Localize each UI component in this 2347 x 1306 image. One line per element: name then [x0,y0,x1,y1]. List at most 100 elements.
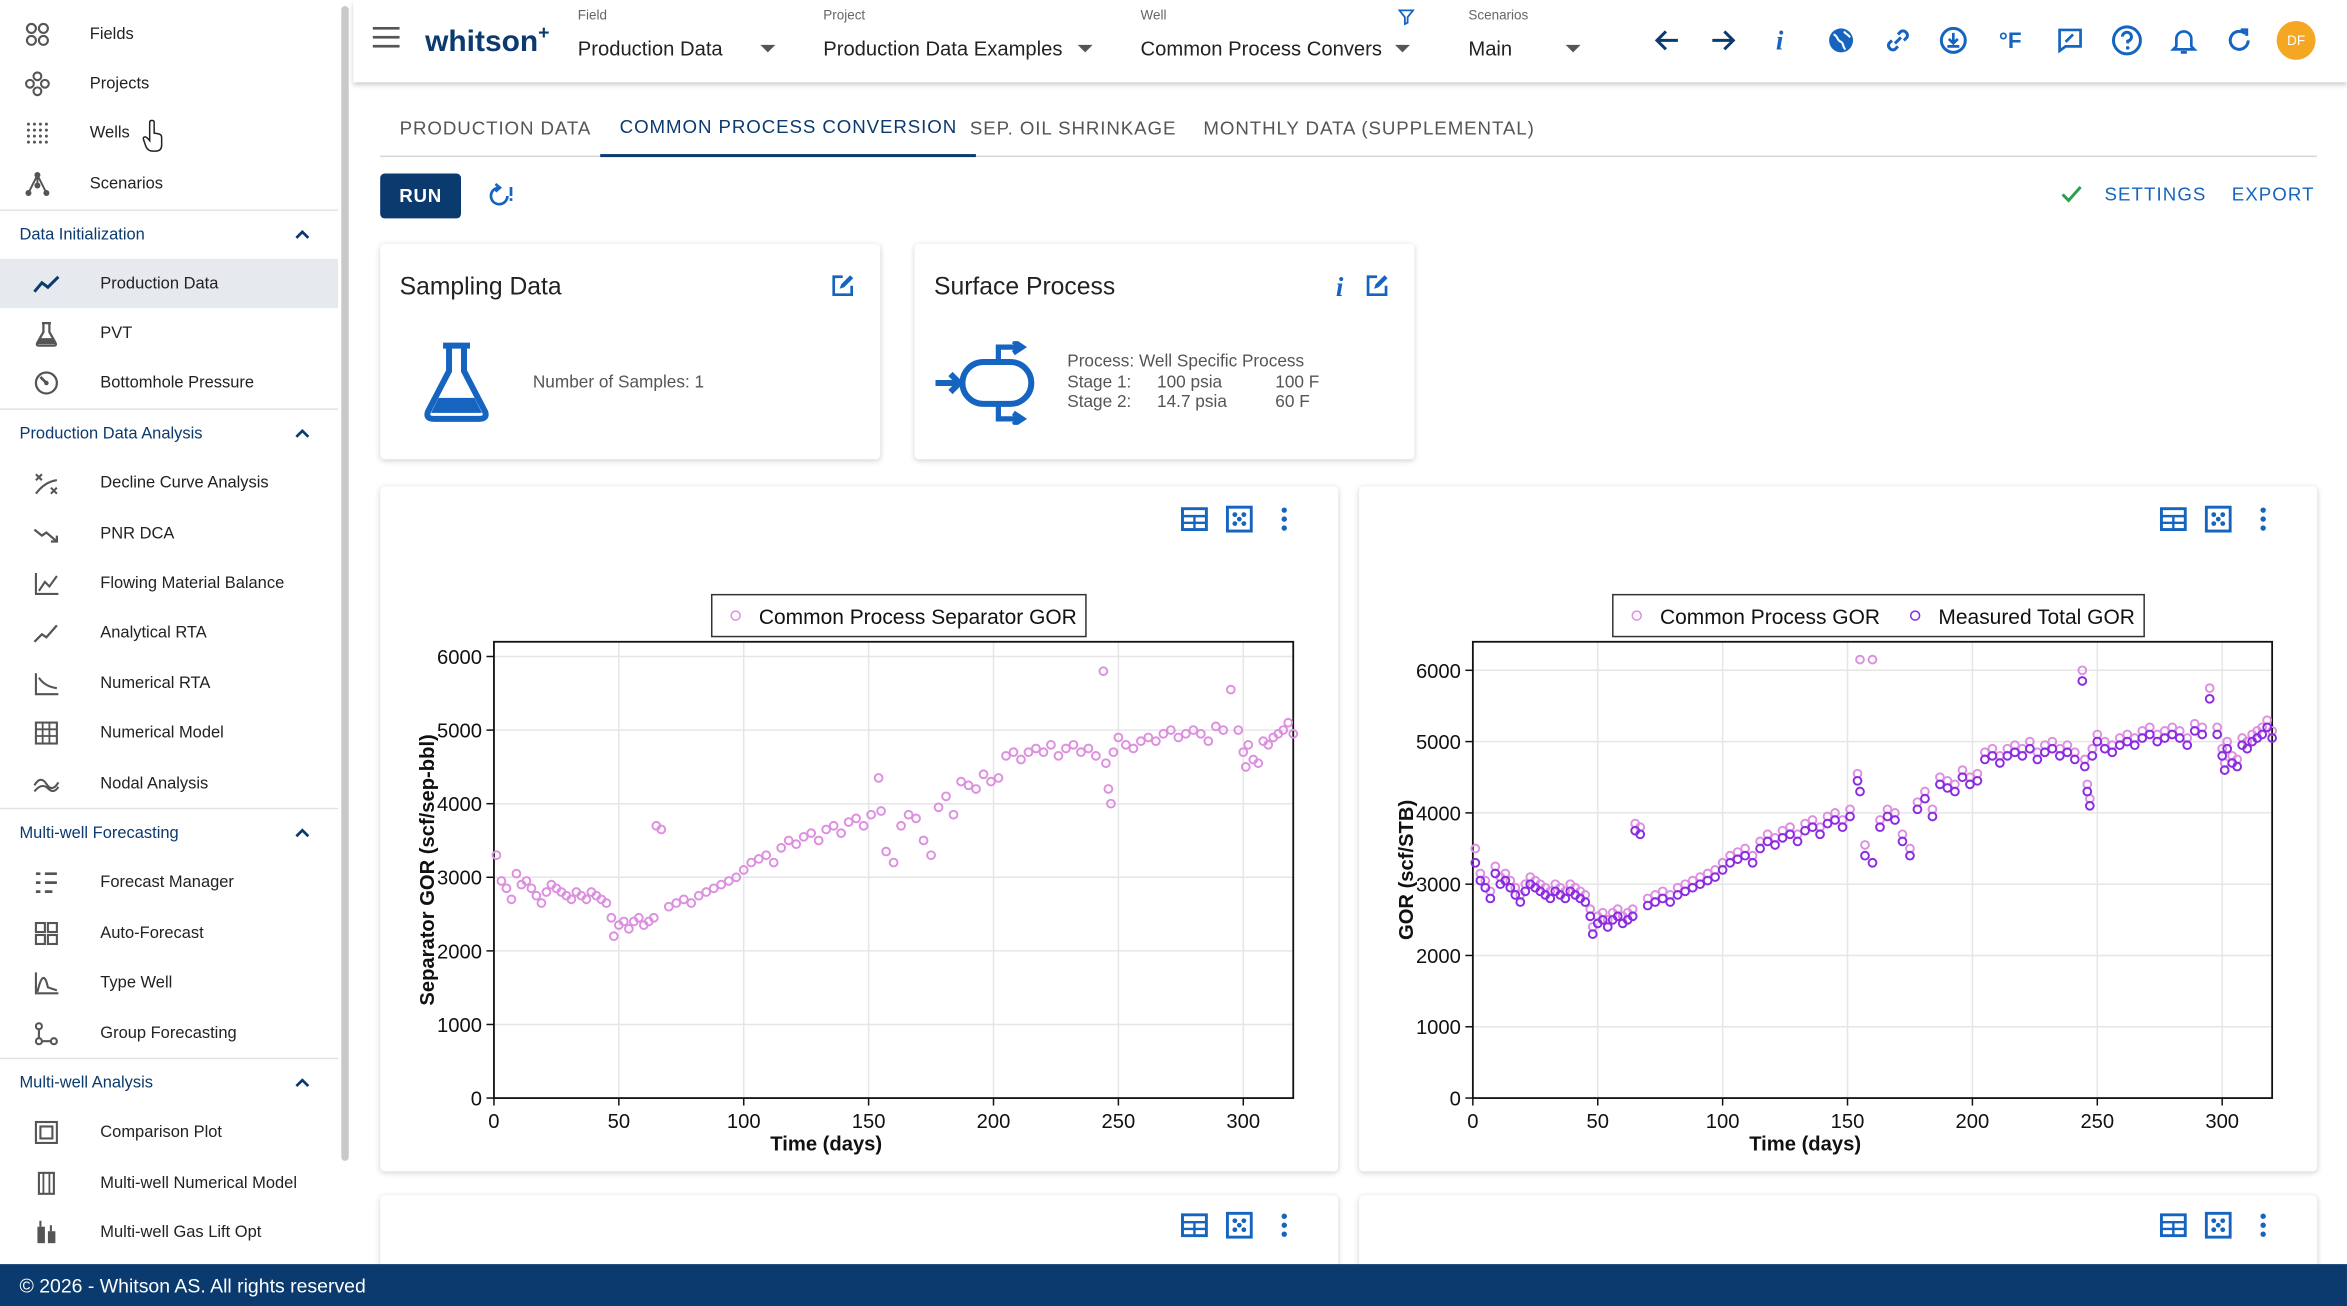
sidebar-item-type-well[interactable]: Type Well [0,958,338,1007]
tab-sep-oil-shrinkage[interactable]: SEP. OIL SHRINKAGE [969,117,1177,139]
info-icon[interactable]: i [1335,271,1344,302]
sidebar-scrollbar[interactable] [341,5,349,1161]
chart-legend[interactable]: Common Process GOR Measured Total GOR [1612,593,2146,638]
sidebar-item-bottomhole-pressure[interactable]: Bottomhole Pressure [0,359,338,408]
bell-icon[interactable] [2164,21,2203,60]
data-point [1912,804,1923,815]
separator-gor-chart[interactable]: 0 50 100 150 200 250 3000100020003000400050006… [380,486,1338,1171]
export-button[interactable]: EXPORT [2231,184,2315,205]
data-point [1068,739,1079,750]
sidebar-section-production-data-analysis[interactable]: Production Data Analysis [0,408,339,458]
edit-icon[interactable] [1362,271,1392,301]
tab-production-data[interactable]: PRODUCTION DATA [399,117,592,139]
table-icon[interactable] [2158,504,2188,534]
sidebar-item-comparison-plot[interactable]: Comparison Plot [0,1108,338,1157]
edit-icon[interactable] [828,271,858,301]
process-name: Process: Well Specific Process [1067,353,1305,372]
data-point [963,780,974,791]
sidebar-item-pvt[interactable]: PVT [0,309,338,358]
sidebar-section-multi-well-analysis[interactable]: Multi-well Analysis [0,1058,339,1107]
sidebar-item-multi-well-gas-lift-opt[interactable]: Multi-well Gas Lift Opt [0,1208,338,1257]
filter-icon[interactable] [1398,9,1415,26]
scenario-select[interactable]: Scenarios Main [1468,6,1585,75]
scatter-settings-icon[interactable] [1224,504,1254,534]
data-point [731,872,742,883]
avatar[interactable]: DF [2276,20,2316,60]
sidebar-item-label: Forecast Manager [100,874,234,893]
chevron-up-icon[interactable] [293,425,311,443]
data-point [1560,893,1571,904]
sidebar-item-analytical-rta[interactable]: Analytical RTA [0,609,338,658]
well-select[interactable]: Well Common Process Conversi [1141,6,1415,75]
data-point [1195,728,1206,739]
sidebar-item-wells[interactable]: Wells [0,109,338,158]
chevron-up-icon[interactable] [293,1075,311,1093]
chevron-up-icon[interactable] [293,825,311,843]
data-point [1143,732,1154,743]
data-point [1635,829,1646,840]
table-icon[interactable] [1179,504,1209,534]
link-icon[interactable] [1878,21,1917,60]
more-vert-icon[interactable] [2248,504,2278,534]
sidebar-item-production-data[interactable]: Production Data [0,258,339,309]
sidebar-item-numerical-model[interactable]: Numerical Model [0,708,338,757]
menu-icon[interactable] [372,26,400,48]
data-point [686,898,697,908]
surface-process-card: Surface Process i Process: Well Specific… [914,243,1415,460]
data-point [2242,743,2253,754]
scatter-settings-icon[interactable] [2203,1210,2233,1240]
sidebar-item-group-forecasting[interactable]: Group Forecasting [0,1008,338,1057]
tab-common-process-conversion[interactable]: COMMON PROCESS CONVERSION [600,99,977,158]
chevron-up-icon[interactable] [293,225,311,243]
sidebar-item-flowing-material-balance[interactable]: Flowing Material Balance [0,559,338,608]
sidebar-item-label: Multi-well Numerical Model [100,1173,297,1192]
sidebar-item-decline-curve-analysis[interactable]: Decline Curve Analysis [0,459,338,508]
reset-icon[interactable] [483,180,516,213]
scatter-settings-icon[interactable] [1224,1210,1254,1240]
temperature-unit-icon[interactable]: °F [1998,27,2022,54]
data-point [1188,725,1199,735]
sidebar-section-data-initialization[interactable]: Data Initialization [0,208,339,258]
legend-label: Common Process Separator GOR [758,603,1077,628]
sidebar-item-scenarios[interactable]: Scenarios [0,159,338,208]
sidebar-item-nodal-analysis[interactable]: Nodal Analysis [0,758,338,807]
scenario-caption: Scenarios [1468,7,1529,23]
y-tick-label: 3000 [1416,875,1461,897]
forward-arrow-icon[interactable] [1703,21,1742,60]
feedback-icon[interactable] [2051,21,2090,60]
data-point [1935,779,1945,790]
chart-legend[interactable]: Common Process Separator GOR [710,593,1088,638]
more-vert-icon[interactable] [1269,504,1299,534]
refresh-icon[interactable] [2220,21,2259,60]
sidebar-item-projects[interactable]: Projects [0,59,338,108]
table-icon[interactable] [2158,1210,2188,1240]
run-button[interactable]: RUN [380,173,462,219]
more-vert-icon[interactable] [1269,1210,1299,1240]
group-forecasting-icon [33,1020,60,1047]
flowing-material-balance-icon [33,570,60,597]
project-select[interactable]: Project Production Data Examples [823,6,1095,75]
sidebar-section-multi-well-forecasting[interactable]: Multi-well Forecasting [0,808,339,857]
data-point [1470,857,1481,868]
data-point [813,835,824,846]
tab-monthly-data[interactable]: MONTHLY DATA (SUPPLEMENTAL) [1203,117,1535,139]
help-icon[interactable] [2107,21,2146,60]
globe-icon[interactable] [1822,21,1861,60]
sidebar-item-fields[interactable]: Fields [0,9,338,58]
sidebar-item-auto-forecast[interactable]: Auto-Forecast [0,908,338,957]
settings-button[interactable]: SETTINGS [2060,180,2207,210]
scatter-settings-icon[interactable] [2203,504,2233,534]
info-icon[interactable]: i [1775,24,1784,55]
download-icon[interactable] [1934,21,1973,60]
more-vert-icon[interactable] [2248,1210,2278,1240]
app-logo[interactable]: whitson+ [425,21,549,60]
data-point [2204,683,2215,693]
gor-comparison-chart[interactable]: 0 50 100 150 200 250 3000100020003000400050006… [1359,486,2317,1171]
sidebar-item-pnr-dca[interactable]: PNR DCA [0,509,338,558]
field-select[interactable]: Field Production Data [578,6,782,75]
back-arrow-icon[interactable] [1648,21,1687,60]
table-icon[interactable] [1179,1210,1209,1240]
sidebar-item-forecast-manager[interactable]: Forecast Manager [0,858,338,907]
sidebar-item-numerical-rta[interactable]: Numerical RTA [0,659,338,708]
sidebar-item-multi-well-numerical-model[interactable]: Multi-well Numerical Model [0,1158,338,1207]
